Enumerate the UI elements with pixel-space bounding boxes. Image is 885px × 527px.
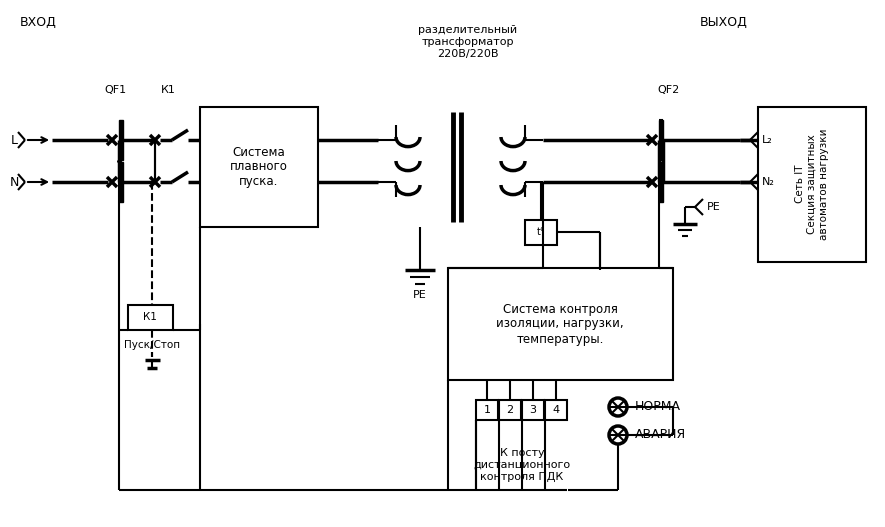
Text: К1: К1	[160, 85, 175, 95]
Bar	[448, 268, 673, 380]
Text: 4: 4	[552, 405, 559, 415]
Bar	[522, 400, 544, 420]
Polygon shape	[659, 162, 663, 202]
Bar	[476, 400, 498, 420]
Text: НОРМА: НОРМА	[635, 401, 681, 414]
Text: PE: PE	[413, 290, 427, 300]
Polygon shape	[659, 120, 663, 160]
Text: ВХОД: ВХОД	[20, 15, 57, 28]
Text: К посту
дистанционного
контроля ПДК: К посту дистанционного контроля ПДК	[473, 448, 571, 482]
Polygon shape	[119, 120, 123, 160]
Text: 3: 3	[529, 405, 536, 415]
Text: 2: 2	[506, 405, 513, 415]
Text: разделительный
трансформатор
220В/220В: разделительный трансформатор 220В/220В	[419, 25, 518, 58]
Bar	[545, 400, 567, 420]
Text: N₂: N₂	[762, 177, 775, 187]
Text: QF1: QF1	[104, 85, 126, 95]
Bar	[758, 107, 866, 262]
Text: ВЫХОД: ВЫХОД	[700, 15, 748, 28]
Text: t°: t°	[536, 227, 545, 237]
Text: N: N	[10, 175, 19, 189]
Text: Пуск/Стоп: Пуск/Стоп	[124, 340, 180, 350]
Polygon shape	[119, 162, 123, 202]
Text: 1: 1	[483, 405, 490, 415]
Text: АВАРИЯ: АВАРИЯ	[635, 428, 686, 442]
Text: К1: К1	[143, 312, 157, 322]
Text: QF2: QF2	[657, 85, 679, 95]
Text: L₂: L₂	[762, 135, 773, 145]
Bar	[499, 400, 521, 420]
Text: PE: PE	[707, 202, 720, 212]
Text: Система
плавного
пуска.: Система плавного пуска.	[230, 145, 288, 189]
Bar	[128, 305, 173, 330]
Text: Система контроля
изоляции, нагрузки,
температуры.: Система контроля изоляции, нагрузки, тем…	[496, 302, 624, 346]
Text: L: L	[11, 133, 18, 147]
Text: Сеть IT
Секция защитных
автоматов нагрузки: Сеть IT Секция защитных автоматов нагруз…	[796, 128, 828, 240]
Bar	[525, 220, 557, 245]
Bar	[200, 107, 318, 227]
